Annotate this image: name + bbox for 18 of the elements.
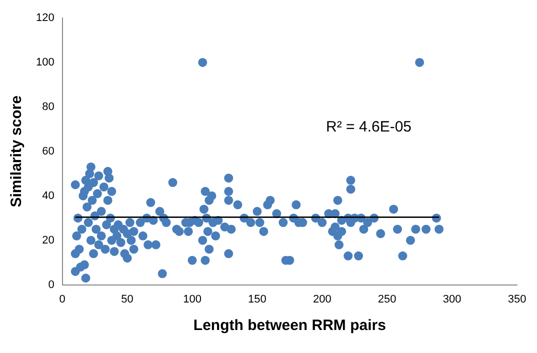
y-tick-label: 100 (36, 56, 54, 68)
annotation: R² = 4.6E-05 (326, 118, 412, 136)
y-tick-label: 80 (42, 100, 54, 113)
x-tick-label: 250 (378, 293, 396, 306)
y-tick-label: 120 (36, 12, 54, 24)
x-tick-label: 0 (59, 293, 66, 306)
x-tick-label: 350 (508, 293, 526, 306)
x-axis-title: Length between RRM pairs (193, 317, 386, 334)
x-tick-label: 200 (312, 293, 332, 306)
x-tick-label: 50 (121, 293, 134, 306)
y-axis-title: Similarity score (8, 96, 26, 208)
x-tick-label: 300 (442, 293, 462, 306)
y-tick-label: 20 (42, 234, 54, 246)
y-tick-label: 40 (42, 190, 54, 202)
y-tick-label: 60 (42, 145, 54, 158)
x-tick-label: 100 (183, 293, 202, 306)
y-tick-label: 0 (48, 278, 54, 291)
x-tick-label: 150 (248, 293, 266, 306)
